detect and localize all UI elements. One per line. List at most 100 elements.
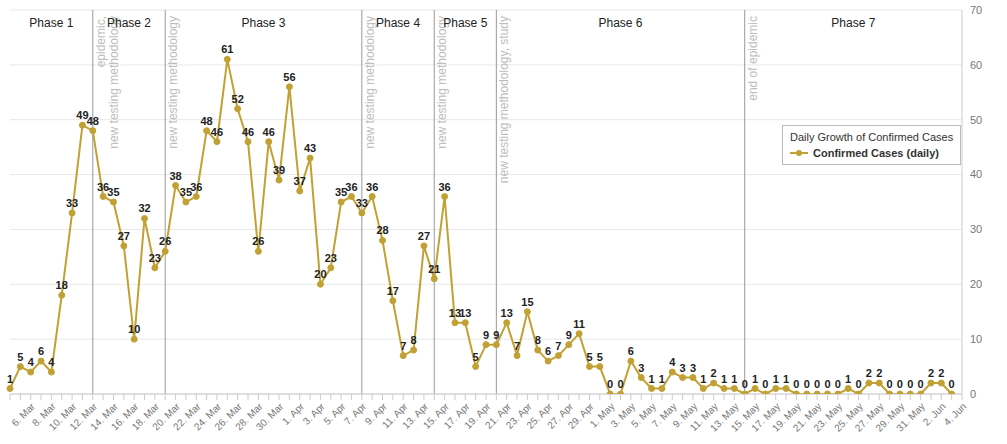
svg-text:6: 6	[628, 345, 634, 357]
svg-text:1: 1	[721, 373, 727, 385]
svg-text:35: 35	[107, 186, 119, 198]
svg-text:6: 6	[545, 345, 551, 357]
svg-text:0: 0	[762, 378, 768, 390]
svg-text:43: 43	[304, 142, 316, 154]
svg-text:52: 52	[232, 93, 244, 105]
svg-text:10: 10	[128, 323, 140, 335]
svg-text:30: 30	[970, 223, 982, 235]
svg-text:4: 4	[28, 356, 35, 368]
svg-text:13: 13	[459, 307, 471, 319]
svg-text:3: 3	[638, 362, 644, 374]
svg-text:26: 26	[252, 235, 264, 247]
svg-text:10: 10	[970, 333, 982, 345]
svg-text:61: 61	[221, 43, 233, 55]
svg-text:2: 2	[711, 367, 717, 379]
svg-text:17: 17	[387, 285, 399, 297]
svg-text:5: 5	[17, 351, 23, 363]
svg-text:8: 8	[411, 334, 417, 346]
svg-text:1: 1	[659, 373, 665, 385]
svg-text:9: 9	[483, 329, 489, 341]
svg-text:9: 9	[493, 329, 499, 341]
svg-text:1: 1	[752, 373, 758, 385]
svg-text:27: 27	[118, 230, 130, 242]
svg-text:15: 15	[521, 296, 533, 308]
svg-text:0: 0	[742, 378, 748, 390]
svg-text:30. Mar: 30. Mar	[254, 400, 286, 432]
svg-text:40: 40	[970, 168, 982, 180]
svg-text:0: 0	[949, 378, 955, 390]
svg-text:Phase 3: Phase 3	[241, 16, 285, 30]
svg-text:36: 36	[190, 181, 202, 193]
svg-text:21: 21	[428, 263, 440, 275]
svg-text:0: 0	[907, 378, 913, 390]
svg-text:3: 3	[680, 362, 686, 374]
svg-text:70: 70	[970, 4, 982, 16]
svg-text:new testing methodology: new testing methodology	[363, 16, 377, 149]
svg-text:36: 36	[366, 181, 378, 193]
svg-text:1: 1	[8, 373, 13, 385]
svg-text:Phase 1: Phase 1	[29, 16, 73, 30]
svg-text:0: 0	[897, 378, 903, 390]
svg-text:3. Apr: 3. Apr	[301, 400, 328, 427]
svg-text:2: 2	[866, 367, 872, 379]
svg-text:Phase 2: Phase 2	[107, 16, 151, 30]
svg-text:27: 27	[418, 230, 430, 242]
svg-text:0: 0	[607, 378, 613, 390]
svg-text:33: 33	[356, 197, 368, 209]
svg-text:7: 7	[555, 340, 561, 352]
svg-text:28: 28	[376, 224, 388, 236]
svg-text:36: 36	[345, 181, 357, 193]
svg-text:1: 1	[773, 373, 779, 385]
svg-text:0: 0	[887, 378, 893, 390]
svg-text:1: 1	[700, 373, 706, 385]
svg-text:2: 2	[928, 367, 934, 379]
svg-text:20: 20	[314, 268, 326, 280]
svg-text:33: 33	[66, 197, 78, 209]
svg-text:37: 37	[294, 175, 306, 187]
svg-text:0: 0	[970, 388, 976, 400]
svg-text:48: 48	[87, 115, 99, 127]
svg-text:new testing methodology: new testing methodology	[107, 16, 121, 149]
svg-text:4: 4	[669, 356, 676, 368]
svg-text:13: 13	[501, 307, 513, 319]
svg-text:0: 0	[835, 378, 841, 390]
svg-text:46: 46	[263, 126, 275, 138]
svg-text:7: 7	[400, 340, 406, 352]
svg-text:7: 7	[514, 340, 520, 352]
svg-text:new testing methodology: new testing methodology	[166, 16, 180, 149]
svg-text:0: 0	[617, 378, 623, 390]
svg-text:1: 1	[845, 373, 851, 385]
svg-text:3: 3	[690, 362, 696, 374]
svg-text:1: 1	[731, 373, 737, 385]
svg-text:0: 0	[814, 378, 820, 390]
svg-text:18: 18	[56, 279, 68, 291]
svg-text:1. Apr: 1. Apr	[280, 400, 307, 427]
svg-text:2. Jun: 2. Jun	[921, 401, 948, 428]
svg-text:Phase 4: Phase 4	[376, 16, 420, 30]
svg-text:6: 6	[38, 345, 44, 357]
svg-text:56: 56	[283, 71, 295, 83]
svg-text:26: 26	[159, 235, 171, 247]
svg-text:4. Jun: 4. Jun	[941, 401, 968, 428]
svg-text:32: 32	[138, 202, 150, 214]
svg-text:2: 2	[938, 367, 944, 379]
svg-text:20: 20	[970, 278, 982, 290]
svg-text:60: 60	[970, 59, 982, 71]
svg-text:1: 1	[649, 373, 655, 385]
svg-text:50: 50	[970, 114, 982, 126]
svg-text:7. Apr: 7. Apr	[342, 400, 369, 427]
svg-text:0: 0	[918, 378, 924, 390]
svg-text:epidemic,: epidemic,	[94, 16, 108, 67]
svg-text:Phase 6: Phase 6	[598, 16, 642, 30]
svg-text:new testing methodology, study: new testing methodology, study	[497, 16, 511, 183]
svg-text:1: 1	[783, 373, 789, 385]
svg-text:5: 5	[473, 351, 479, 363]
svg-text:0: 0	[804, 378, 810, 390]
svg-text:46: 46	[242, 126, 254, 138]
svg-text:Phase 5: Phase 5	[443, 16, 487, 30]
svg-text:0: 0	[855, 378, 861, 390]
svg-text:5: 5	[586, 351, 592, 363]
svg-text:0: 0	[793, 378, 799, 390]
svg-text:new testing methodology: new testing methodology	[435, 16, 449, 149]
svg-text:8: 8	[535, 334, 541, 346]
